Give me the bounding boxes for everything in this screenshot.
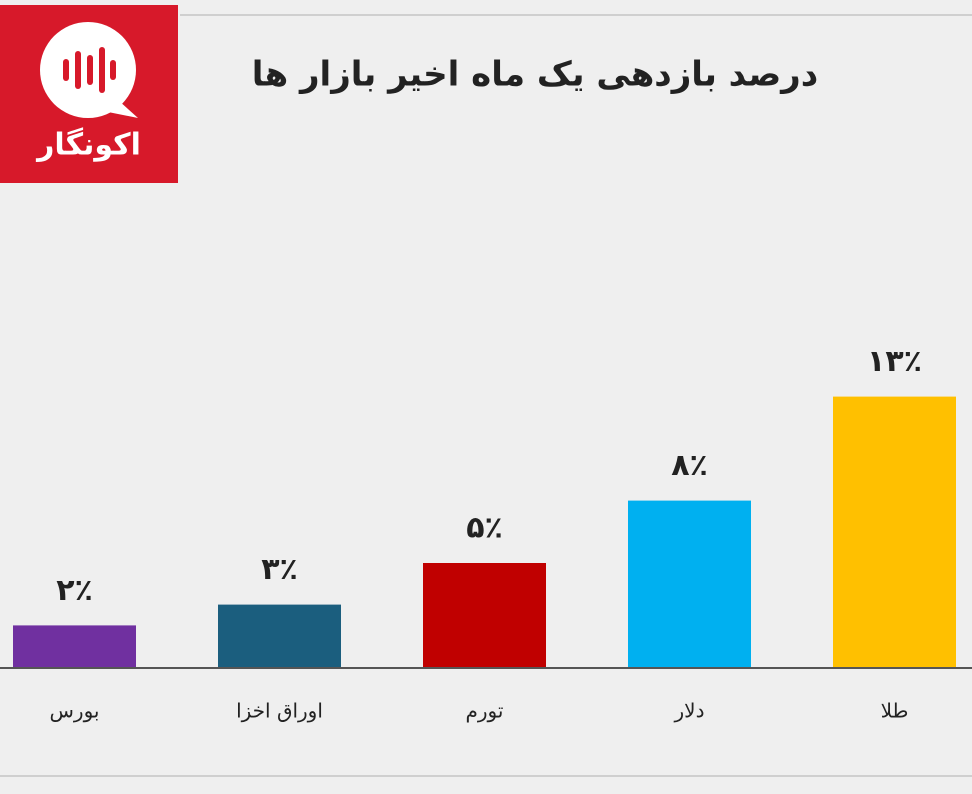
bar <box>218 604 341 667</box>
logo-text: اکونگار <box>35 127 141 163</box>
chart-title: درصد بازدهی یک ماه اخیر بازار ها <box>252 55 818 95</box>
value-label: ۵٪ <box>466 511 503 546</box>
x-tick-label: طلا <box>881 699 909 723</box>
value-label: ۳٪ <box>261 552 298 587</box>
bar <box>423 563 546 667</box>
value-label: ۸٪ <box>671 448 708 483</box>
value-label: ۲٪ <box>56 573 93 608</box>
bar <box>13 625 136 667</box>
value-label: ۱۳٪ <box>867 344 922 379</box>
x-tick-label: تورم <box>466 699 504 723</box>
logo-tail <box>108 100 138 118</box>
bar <box>628 500 751 667</box>
x-tick-label: دلار <box>674 699 705 723</box>
x-tick-label: بورس <box>50 699 100 723</box>
bar <box>833 396 956 667</box>
logo: اکونگار <box>0 5 178 183</box>
x-tick-label: اوراق اخزا <box>236 699 323 723</box>
logo-wave <box>63 47 116 93</box>
